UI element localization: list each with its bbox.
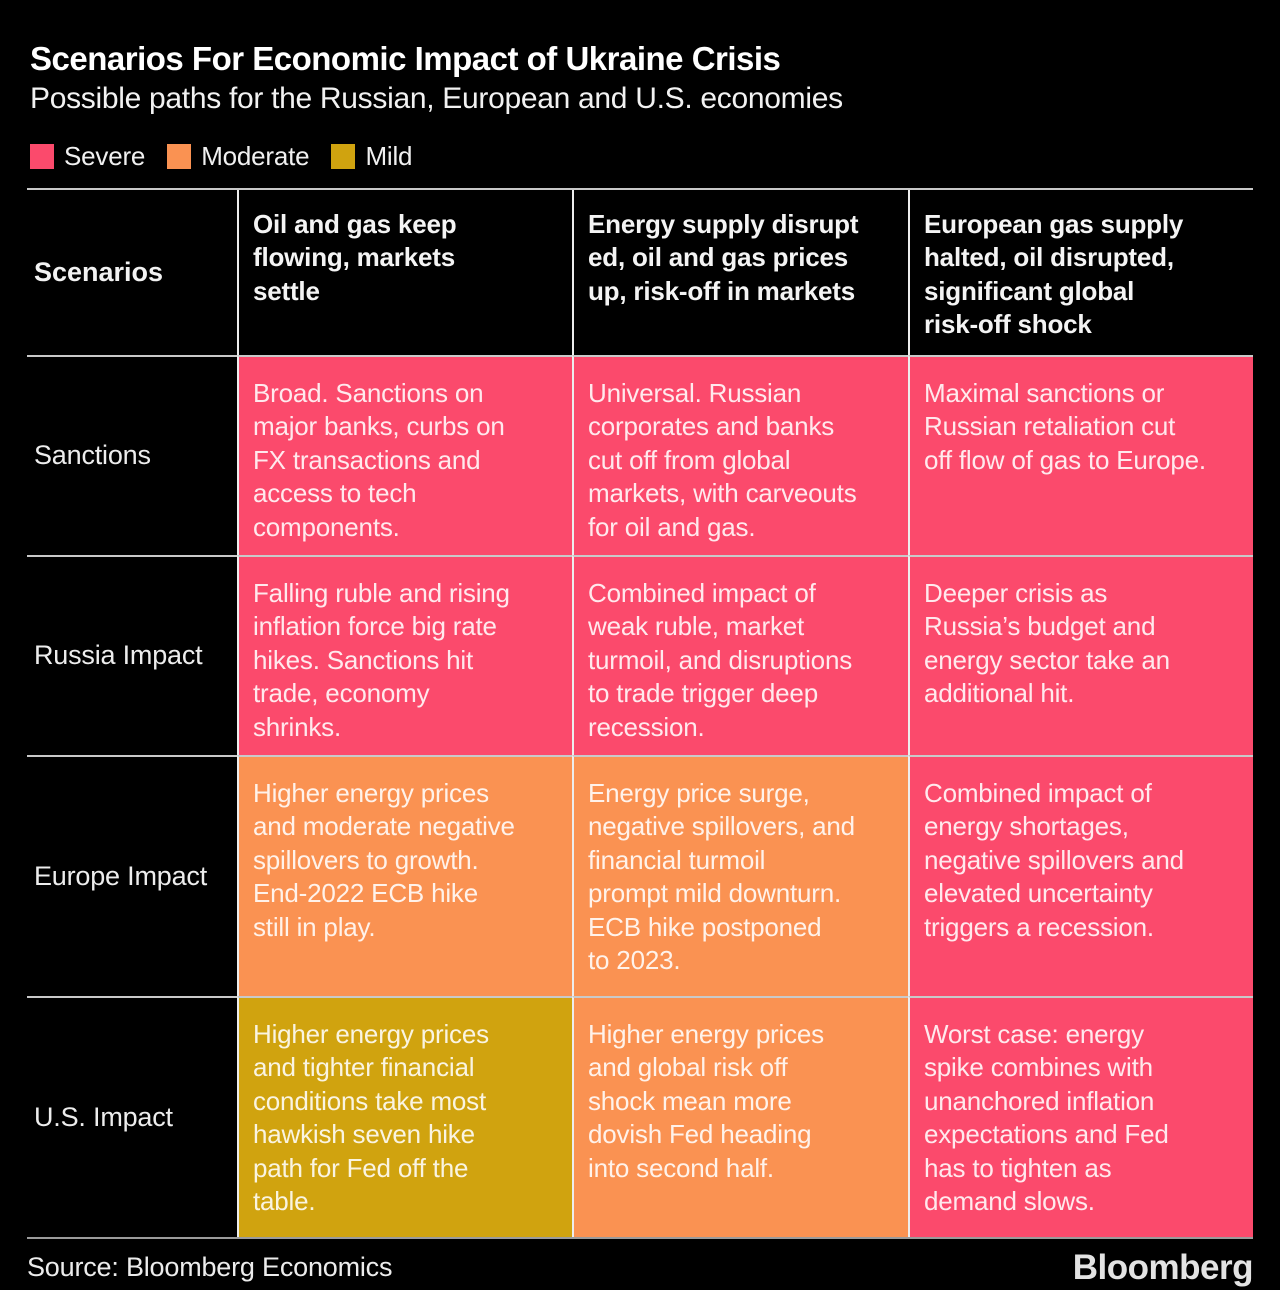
scenario-table: Scenarios Oil and gas keep flowing, mark… bbox=[27, 187, 1253, 1239]
row-label-sanctions: Sanctions bbox=[27, 354, 237, 555]
bloomberg-logo: Bloomberg bbox=[1072, 1247, 1254, 1287]
corner-label: Scenarios bbox=[34, 256, 164, 287]
moderate-swatch-icon bbox=[167, 144, 192, 170]
column-header-scenario-1: Oil and gas keep flowing, markets settle bbox=[237, 189, 572, 355]
chart-subtitle: Possible paths for the Russian, European… bbox=[30, 81, 843, 115]
table-cell-europe-3: Combined impact of energy shortages, neg… bbox=[908, 754, 1253, 996]
table-cell-sanctions-1: Broad. Sanctions on major banks, curbs o… bbox=[237, 354, 572, 555]
legend-item-moderate: Moderate bbox=[167, 141, 310, 172]
mild-swatch-icon bbox=[331, 144, 356, 170]
chart-footer: Source: Bloomberg Economics Bloomberg bbox=[27, 1247, 1254, 1288]
row-label-text: Russia Impact bbox=[34, 640, 203, 671]
severe-swatch-icon bbox=[30, 144, 54, 170]
table-cell-russia-1: Falling ruble and rising inflation force… bbox=[237, 554, 572, 755]
table-cell-us-2: Higher energy prices and global risk off… bbox=[572, 995, 908, 1237]
row-label-russia-impact: Russia Impact bbox=[27, 554, 237, 755]
row-label-us-impact: U.S. Impact bbox=[27, 995, 237, 1237]
table-cell-text: Higher energy prices and tighter financi… bbox=[253, 1018, 489, 1217]
chart-title: Scenarios For Economic Impact of Ukraine… bbox=[30, 40, 781, 77]
column-header-scenario-2: Energy supply disrupt ed, oil and gas pr… bbox=[572, 189, 908, 355]
row-label-text: U.S. Impact bbox=[34, 1101, 173, 1132]
column-header-text: Energy supply disrupt ed, oil and gas pr… bbox=[588, 208, 859, 306]
table-cell-text: Universal. Russian corporates and banks … bbox=[588, 377, 857, 542]
column-header-text: European gas supply halted, oil disrupte… bbox=[924, 208, 1184, 340]
table-cell-text: Maximal sanctions or Russian retaliation… bbox=[924, 377, 1206, 475]
legend-label-severe: Severe bbox=[64, 141, 146, 172]
table-cell-text: Combined impact of weak ruble, market tu… bbox=[588, 577, 852, 742]
table-cell-text: Higher energy prices and global risk off… bbox=[588, 1018, 824, 1183]
table-cell-text: Broad. Sanctions on major banks, curbs o… bbox=[253, 377, 505, 542]
legend: Severe Moderate Mild bbox=[30, 141, 1250, 172]
table-cell-text: Combined impact of energy shortages, neg… bbox=[924, 777, 1184, 942]
table-cell-text: Worst case: energy spike combines with u… bbox=[924, 1018, 1169, 1217]
table-cell-russia-3: Deeper crisis as Russia’s budget and ene… bbox=[908, 554, 1253, 755]
table-cell-europe-1: Higher energy prices and moderate negati… bbox=[237, 754, 572, 996]
table-cell-sanctions-3: Maximal sanctions or Russian retaliation… bbox=[908, 354, 1253, 555]
table-cell-us-3: Worst case: energy spike combines with u… bbox=[908, 995, 1253, 1237]
row-label-europe-impact: Europe Impact bbox=[27, 754, 237, 996]
table-cell-sanctions-2: Universal. Russian corporates and banks … bbox=[572, 354, 908, 555]
table-cell-text: Deeper crisis as Russia’s budget and ene… bbox=[924, 577, 1170, 709]
corner-header-cell: Scenarios bbox=[27, 189, 237, 355]
table-cell-us-1: Higher energy prices and tighter financi… bbox=[237, 995, 572, 1237]
table-cell-russia-2: Combined impact of weak ruble, market tu… bbox=[572, 554, 908, 755]
table-cell-text: Energy price surge, negative spillovers,… bbox=[588, 777, 855, 976]
legend-label-moderate: Moderate bbox=[201, 141, 310, 172]
legend-item-severe: Severe bbox=[30, 141, 145, 172]
row-label-text: Sanctions bbox=[34, 440, 151, 471]
table-cell-text: Higher energy prices and moderate negati… bbox=[253, 777, 515, 942]
source-attribution: Source: Bloomberg Economics bbox=[27, 1252, 393, 1283]
column-header-text: Oil and gas keep flowing, markets settle bbox=[253, 208, 457, 306]
column-header-scenario-3: European gas supply halted, oil disrupte… bbox=[908, 189, 1253, 355]
table-cell-text: Falling ruble and rising inflation force… bbox=[253, 577, 510, 742]
row-label-text: Europe Impact bbox=[34, 860, 207, 891]
legend-item-mild: Mild bbox=[331, 141, 413, 172]
table-cell-europe-2: Energy price surge, negative spillovers,… bbox=[572, 754, 908, 996]
legend-label-mild: Mild bbox=[365, 141, 413, 172]
chart-header: Scenarios For Economic Impact of Ukraine… bbox=[0, 0, 1280, 117]
